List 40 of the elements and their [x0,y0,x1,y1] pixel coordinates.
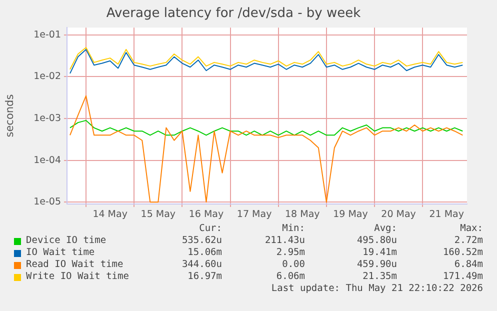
x-tick-label: 16 May [188,209,224,220]
y-tick-label: 1e-05 [34,196,61,208]
text: Min: [282,223,305,234]
y-axis-title: seconds [4,94,16,138]
text: 6.84m [454,259,483,270]
text: 535.62u [182,235,222,246]
text: 211.43u [264,235,305,246]
legend-label: Write IO Wait time [26,271,129,282]
text: 2.95m [276,247,305,258]
text: Avg: [374,223,397,234]
legend-label: Read IO Wait time [26,259,124,270]
text: Last update: Thu May 21 22:10:22 2026 [271,283,483,294]
text: 19.41m [362,247,397,258]
chart-title: Average latency for /dev/sda - by week [106,6,362,22]
text: 16.97m [188,271,222,282]
text: 2.72m [454,235,483,246]
text: Max: [460,223,483,234]
text: 344.60u [182,259,222,270]
text: 459.90u [356,259,397,270]
y-tick-label: 1e-04 [34,154,61,166]
text: 171.49m [442,271,483,282]
text: 495.80u [356,235,397,246]
text: 15.06m [188,247,222,258]
legend-label: IO Wait time [26,247,95,258]
x-tick-label: 18 May [285,209,320,220]
text: 21.35m [362,271,397,282]
y-tick-label: 1e-02 [34,71,61,82]
y-tick-label: 1e-01 [34,29,61,40]
x-tick-label: 19 May [333,209,368,220]
x-tick-label: 14 May [92,209,128,220]
text: 6.06m [276,271,305,282]
x-tick-label: 15 May [140,209,176,220]
x-tick-label: 21 May [429,209,464,220]
y-tick-label: 1e-03 [34,112,61,124]
x-tick-label: 20 May [381,209,416,220]
text: 0.00 [282,259,305,270]
text: Cur: [199,223,222,234]
legend-label: Device IO time [26,235,106,246]
x-tick-label: 17 May [236,209,272,220]
text: 160.52m [442,247,483,258]
